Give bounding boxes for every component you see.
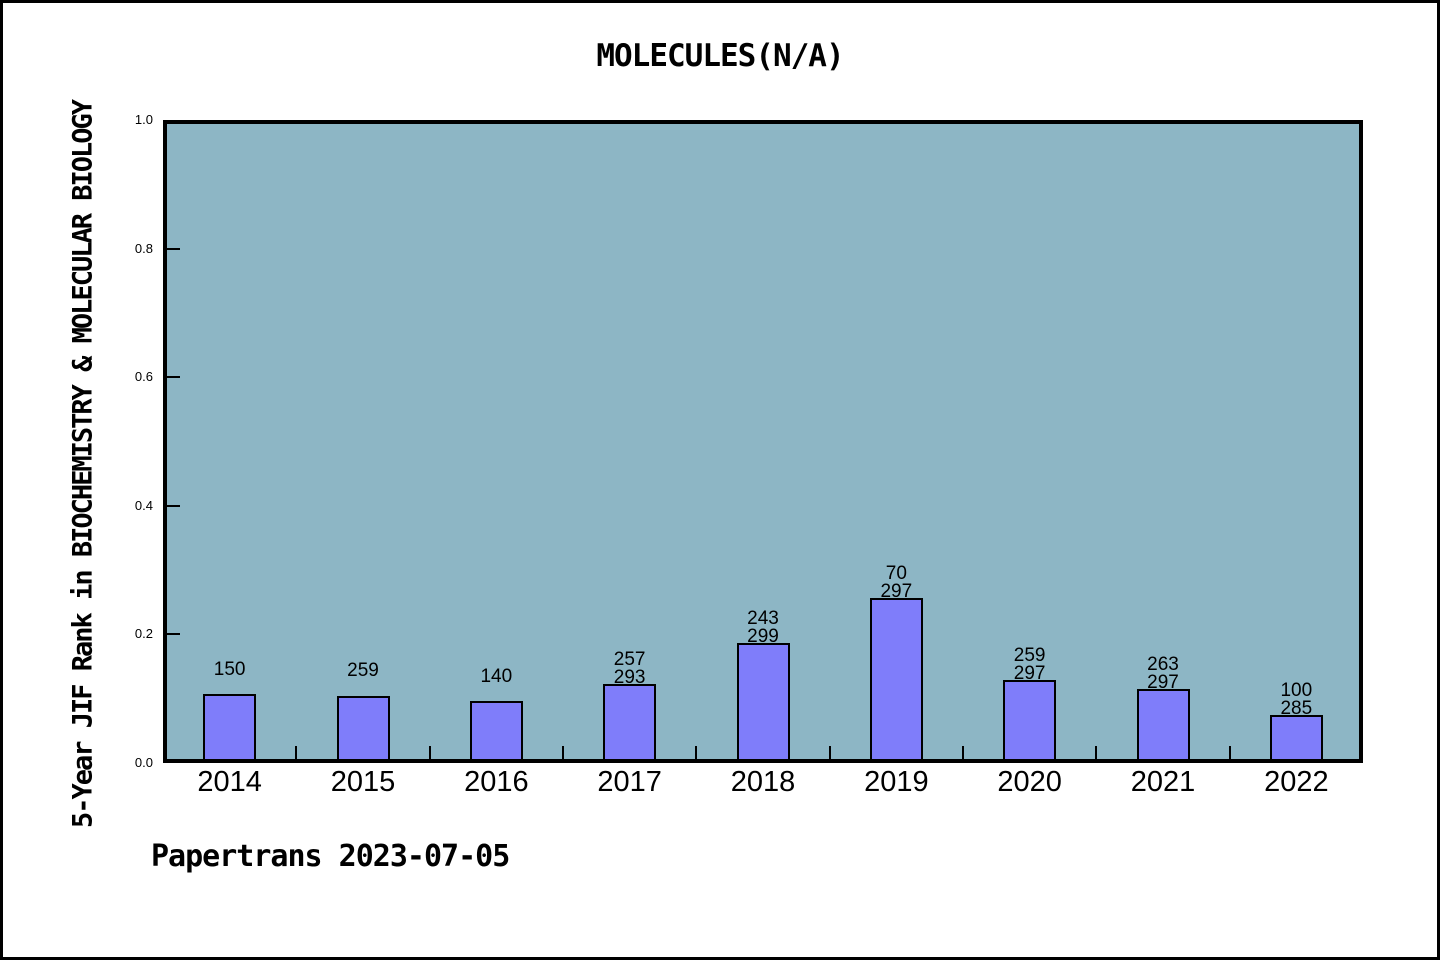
bar-value-label-2022: 100 285	[1280, 679, 1313, 719]
bar-value-label-2017: 257 293	[613, 648, 646, 688]
bar-2022	[1269, 714, 1323, 763]
x-tick-label-2020: 2020	[997, 766, 1062, 798]
bar-value-label-2018: 243 299	[747, 607, 779, 647]
y-tick-label-0.6: 0.6	[134, 369, 153, 385]
bar-value-label-2014: 150	[213, 659, 246, 681]
x-tick-label-2015: 2015	[330, 766, 396, 798]
x-tick-mark	[962, 746, 964, 759]
x-tick-mark	[562, 746, 564, 759]
footer-watermark: Papertrans 2023-07-05	[151, 839, 510, 874]
bar-value-label-2015: 259	[347, 660, 379, 682]
y-tick-label-1.0: 1.0	[134, 112, 153, 127]
bar-value-label-2020: 259 297	[1013, 645, 1046, 685]
y-tick-mark	[167, 504, 180, 507]
bar-2021	[1136, 689, 1190, 763]
x-tick-mark	[695, 746, 698, 759]
plot-area	[163, 120, 1363, 763]
chart-title: MOLECULES(N/A)	[596, 38, 844, 74]
bar-2019	[869, 598, 923, 763]
bar-2015	[336, 695, 390, 763]
bar-value-label-2021: 263 297	[1147, 654, 1179, 694]
x-tick-mark	[1228, 746, 1231, 759]
bar-value-label-2016: 140	[480, 665, 513, 687]
bar-value-label-2019: 70 297	[880, 563, 913, 603]
x-tick-label-2021: 2021	[1130, 766, 1196, 798]
y-tick-mark	[167, 633, 180, 636]
bar-2018	[736, 642, 790, 763]
y-tick-label-0.2: 0.2	[134, 626, 153, 642]
y-tick-label-0.8: 0.8	[134, 240, 153, 256]
x-tick-mark	[1095, 746, 1098, 759]
y-axis-label: 5-Year JIF Rank in BIOCHEMISTRY & MOLECU…	[67, 100, 99, 829]
bar-2014	[203, 694, 257, 763]
y-tick-label-0.4: 0.4	[134, 497, 153, 513]
x-tick-mark	[295, 746, 298, 759]
x-tick-label-2014: 2014	[197, 766, 262, 798]
x-tick-mark	[428, 746, 431, 759]
x-tick-label-2016: 2016	[464, 766, 529, 798]
bar-2016	[469, 700, 523, 763]
bar-2017	[603, 683, 657, 763]
x-tick-label-2018: 2018	[730, 766, 796, 798]
x-tick-mark	[828, 746, 831, 759]
x-tick-label-2022: 2022	[1264, 766, 1329, 798]
y-tick-mark	[167, 376, 180, 379]
x-tick-label-2017: 2017	[597, 766, 662, 798]
y-tick-mark	[167, 247, 180, 250]
bar-2020	[1003, 680, 1057, 763]
x-tick-label-2019: 2019	[864, 766, 929, 798]
y-tick-label-0.0: 0.0	[134, 755, 153, 770]
